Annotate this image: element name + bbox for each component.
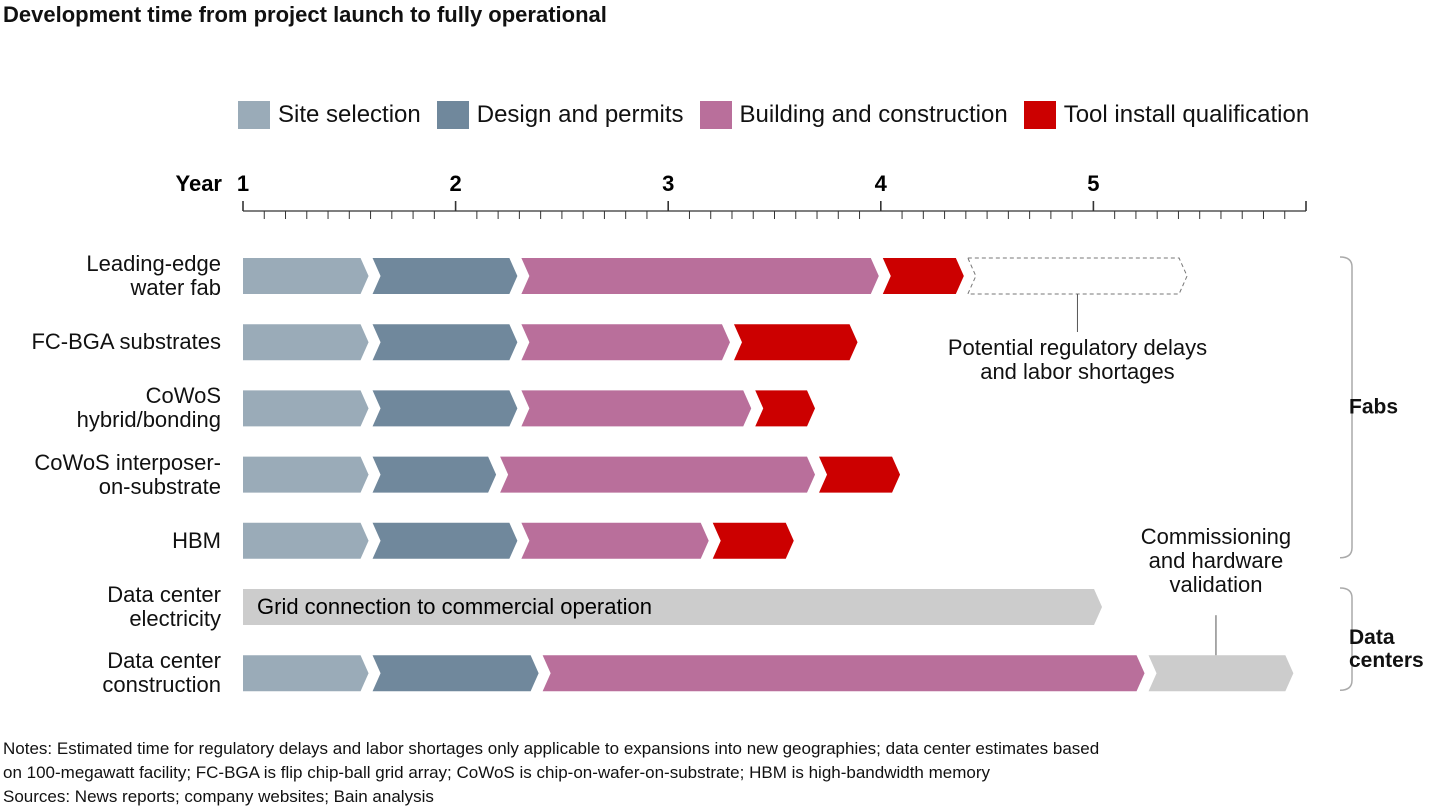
x-tick-label: 5 [1087,171,1099,196]
category-label: Leading-edge water fab [86,251,221,300]
legend-swatch [436,101,469,129]
category-label: HBM [172,527,221,553]
category-label: CoWoS hybrid/bonding [76,383,221,433]
bar-segment [542,655,1145,692]
group-bracket [1339,587,1353,691]
segment-label: Grid connection to commercial operation [257,594,652,619]
group-label: Data centers [1349,626,1424,673]
bar-segment [372,390,518,427]
bar-segment [819,456,901,493]
legend-swatch [1023,101,1056,129]
legend-label: Design and permits [476,101,684,128]
bar-segment [372,522,518,559]
x-axis-label: Year [176,171,223,196]
notes: Notes: Estimated time for regulatory del… [3,739,1100,782]
legend-label: Tool install qualification [1063,101,1310,128]
legend-label: Site selection [278,101,421,128]
annotation: Potential regulatory delays and labor sh… [947,335,1208,384]
bar-segment [967,257,1188,295]
bar-segment [243,589,1103,625]
legend-label: Building and construction [739,101,1008,128]
bar-segment [372,655,539,692]
x-tick-label: 4 [875,171,888,196]
x-tick-label: 3 [662,171,674,196]
bar-segment [500,456,816,493]
bar-segment [733,324,858,361]
bar-segment [243,456,369,493]
legend-item: Building and construction [699,101,1008,129]
bar-segment [882,258,964,294]
group-label: Fabs [1349,395,1399,419]
bar-segment [372,258,518,294]
bar-segment [243,655,369,692]
bar-segment [243,258,369,294]
bar-segment [521,390,752,427]
bar-segment [521,324,730,361]
legend-swatch [699,101,732,129]
bar-segment [521,522,709,559]
bar-segment [372,324,518,361]
category-label: Data center electricity [107,582,221,631]
bar-segment [243,522,369,559]
legend-item: Design and permits [436,101,684,129]
bar-segment [243,390,369,427]
sources: Sources: News reports; company websites;… [3,787,434,806]
bar-segment [755,390,816,427]
bar-segment [1148,655,1294,692]
category-label: Data center construction [102,648,221,698]
category-label: FC-BGA substrates [31,329,221,355]
chart-title: Development time from project launch to … [3,2,607,27]
legend-item: Tool install qualification [1023,101,1310,129]
x-tick-label: 1 [237,171,249,196]
legend: Site selection Design and permits Building… [238,101,1325,129]
bar-segment [372,456,497,493]
category-label: CoWoS interposer- on-substrate [34,449,221,499]
legend-swatch [238,101,270,129]
group-bracket [1339,256,1353,559]
bar-segment [712,522,794,559]
bar-segment [521,258,879,294]
annotation: Commissioning and hardware validation [1140,524,1292,598]
legend-item: Site selection [238,101,421,129]
bar-segment [243,324,369,361]
x-tick-label: 2 [449,171,461,196]
